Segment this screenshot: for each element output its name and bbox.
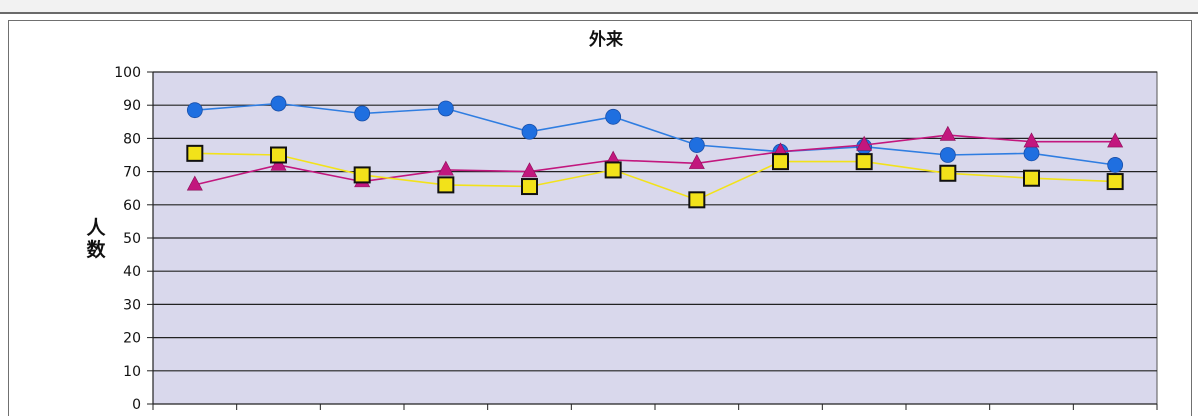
y-tick-label: 50	[123, 231, 141, 247]
series-3-point	[353, 166, 371, 184]
series-1-point	[437, 100, 454, 117]
series-2-point	[856, 135, 873, 151]
y-tick-label: 60	[123, 198, 141, 214]
y-tick-label: 0	[132, 397, 141, 413]
series-2-point	[1023, 132, 1040, 148]
plot-area: 0 10 20 30 40 50 60 70 80 90 100	[114, 65, 1158, 413]
series-2-point	[939, 125, 956, 141]
series-2-point	[688, 153, 705, 169]
y-tick-label: 70	[123, 165, 141, 181]
series-2-point	[186, 175, 203, 191]
y-tick-label: 80	[123, 131, 141, 147]
series-3-point	[437, 176, 455, 194]
y-axis-label-char-1: 人	[86, 217, 106, 239]
series-3-point	[855, 153, 873, 171]
y-axis-label-char-2: 数	[86, 238, 106, 261]
series-2-point	[437, 160, 454, 176]
series-line-2	[194, 134, 1116, 186]
series-1-point	[605, 108, 622, 125]
series-1-point	[1107, 157, 1124, 173]
y-tick-label: 90	[123, 98, 141, 114]
series-2-point	[521, 162, 538, 178]
y-tick-label: 20	[123, 331, 141, 347]
series-3-point	[270, 146, 287, 164]
series-2-point	[1107, 132, 1124, 148]
series-1-point	[521, 123, 538, 140]
series-1-point	[688, 137, 705, 153]
series-1-point	[186, 102, 203, 119]
series-3-point	[186, 144, 204, 162]
y-tick-label: 40	[123, 264, 141, 280]
series-line-1	[194, 102, 1116, 166]
series-1-point	[354, 105, 371, 122]
y-tick-label: 100	[114, 65, 141, 81]
series-line-3	[194, 152, 1116, 201]
series-1-point	[1023, 145, 1040, 162]
series-3-point	[939, 164, 957, 182]
series-3-point	[688, 191, 706, 209]
y-tick-label: 10	[123, 364, 141, 380]
series-1-point	[270, 95, 287, 112]
series-3-point	[1106, 173, 1124, 191]
y-tick-label: 30	[123, 297, 141, 313]
top-border-strip	[0, 0, 1198, 14]
series-3-point	[772, 153, 789, 171]
series-3-point	[1023, 169, 1040, 187]
series-3-point	[521, 178, 538, 196]
series-1-point	[939, 147, 956, 163]
chart-title: 外来	[589, 29, 624, 50]
series-3-point	[604, 161, 622, 179]
